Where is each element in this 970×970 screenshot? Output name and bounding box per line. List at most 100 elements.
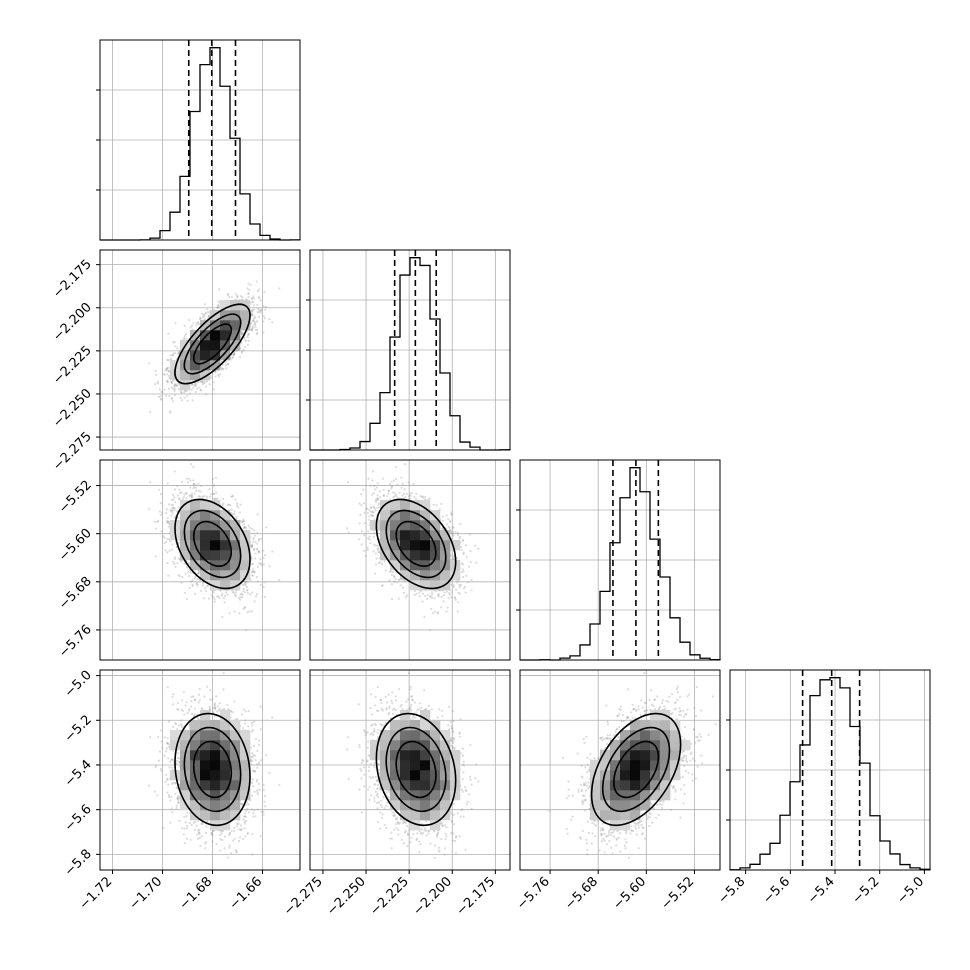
sample-point bbox=[195, 322, 198, 325]
sample-point bbox=[185, 338, 188, 341]
sample-point bbox=[231, 356, 234, 359]
sample-point bbox=[250, 329, 254, 332]
sample-point bbox=[252, 301, 255, 304]
sample-point bbox=[177, 387, 180, 391]
sample-point bbox=[246, 589, 249, 592]
sample-point bbox=[244, 298, 247, 301]
sample-point bbox=[218, 288, 221, 291]
sample-point bbox=[205, 380, 209, 383]
sample-point bbox=[159, 502, 162, 505]
sample-point bbox=[245, 629, 248, 632]
sample-point bbox=[232, 354, 235, 357]
sample-point bbox=[256, 289, 259, 293]
sample-point bbox=[205, 393, 208, 396]
sample-point bbox=[253, 534, 257, 537]
sample-point bbox=[244, 583, 247, 587]
sample-point bbox=[212, 492, 215, 495]
sample-point bbox=[234, 293, 237, 296]
sample-point bbox=[177, 506, 180, 509]
sample-point bbox=[241, 296, 244, 299]
sample-point bbox=[173, 508, 176, 511]
sample-point bbox=[256, 320, 259, 323]
sample-point bbox=[183, 396, 186, 399]
histogram-step bbox=[729, 677, 931, 871]
sample-point bbox=[195, 387, 199, 390]
sample-point bbox=[167, 332, 170, 335]
sample-point bbox=[258, 538, 261, 541]
sample-point bbox=[168, 395, 171, 398]
sample-point bbox=[243, 606, 246, 609]
sample-point bbox=[213, 492, 216, 495]
sample-point bbox=[260, 311, 263, 314]
sample-point bbox=[240, 330, 243, 333]
sample-point bbox=[177, 352, 180, 355]
sample-point bbox=[166, 366, 169, 369]
sample-point bbox=[164, 511, 168, 514]
sample-point bbox=[163, 373, 166, 376]
sample-point bbox=[198, 386, 201, 389]
sample-point bbox=[172, 498, 175, 501]
sample-point bbox=[168, 370, 171, 373]
sample-point bbox=[168, 410, 172, 413]
sample-point bbox=[165, 540, 168, 544]
sample-point bbox=[239, 593, 242, 596]
sample-point bbox=[171, 354, 174, 357]
sample-point bbox=[168, 525, 171, 528]
sample-point bbox=[245, 581, 248, 584]
sample-point bbox=[178, 350, 181, 353]
sample-point bbox=[255, 333, 258, 336]
sample-point bbox=[171, 543, 174, 546]
sample-point bbox=[221, 592, 224, 595]
sample-point bbox=[183, 335, 187, 338]
sample-point bbox=[180, 391, 183, 394]
sample-point bbox=[153, 383, 156, 386]
sample-point bbox=[253, 529, 256, 532]
sample-point bbox=[160, 493, 163, 496]
sample-point bbox=[160, 397, 163, 400]
sample-point bbox=[251, 310, 254, 313]
sample-point bbox=[226, 503, 229, 506]
sample-point bbox=[217, 303, 220, 307]
sample-point bbox=[223, 601, 226, 604]
sample-point bbox=[174, 322, 177, 325]
density-cell bbox=[170, 360, 181, 371]
sample-point bbox=[262, 563, 265, 566]
axes-frame bbox=[99, 249, 301, 451]
sample-point bbox=[185, 497, 188, 500]
sample-point bbox=[197, 572, 200, 575]
sample-point bbox=[166, 521, 169, 524]
sample-point bbox=[251, 544, 254, 547]
histogram-panel-2 bbox=[516, 459, 721, 661]
sample-point bbox=[218, 375, 221, 378]
sample-point bbox=[148, 362, 151, 365]
sample-point bbox=[191, 399, 194, 402]
sample-point bbox=[228, 612, 231, 615]
sample-point bbox=[214, 370, 217, 373]
scatter-panel-2-0: −5.76−5.68−5.60−5.52 bbox=[56, 459, 301, 661]
sample-point bbox=[214, 497, 217, 500]
sample-point bbox=[247, 333, 250, 336]
sample-point bbox=[240, 332, 243, 335]
sample-point bbox=[251, 574, 254, 577]
sample-point bbox=[166, 380, 169, 383]
sample-point bbox=[259, 299, 262, 302]
sample-point bbox=[216, 306, 219, 309]
sample-point bbox=[199, 388, 203, 391]
sample-point bbox=[248, 610, 251, 613]
sample-point bbox=[166, 369, 169, 372]
sample-point bbox=[199, 318, 202, 321]
sample-point bbox=[173, 341, 176, 344]
sample-point bbox=[201, 584, 204, 587]
sample-point bbox=[256, 307, 259, 310]
sample-point bbox=[256, 303, 259, 306]
sample-point bbox=[246, 592, 249, 595]
density-cell bbox=[220, 320, 231, 331]
sample-point bbox=[252, 538, 255, 541]
sample-point bbox=[207, 314, 210, 317]
sample-point bbox=[232, 353, 235, 357]
sample-point bbox=[200, 312, 203, 315]
sample-point bbox=[230, 295, 233, 298]
sample-point bbox=[240, 331, 243, 334]
sample-point bbox=[189, 571, 192, 574]
y-tick-label: −2.250 bbox=[50, 386, 95, 431]
